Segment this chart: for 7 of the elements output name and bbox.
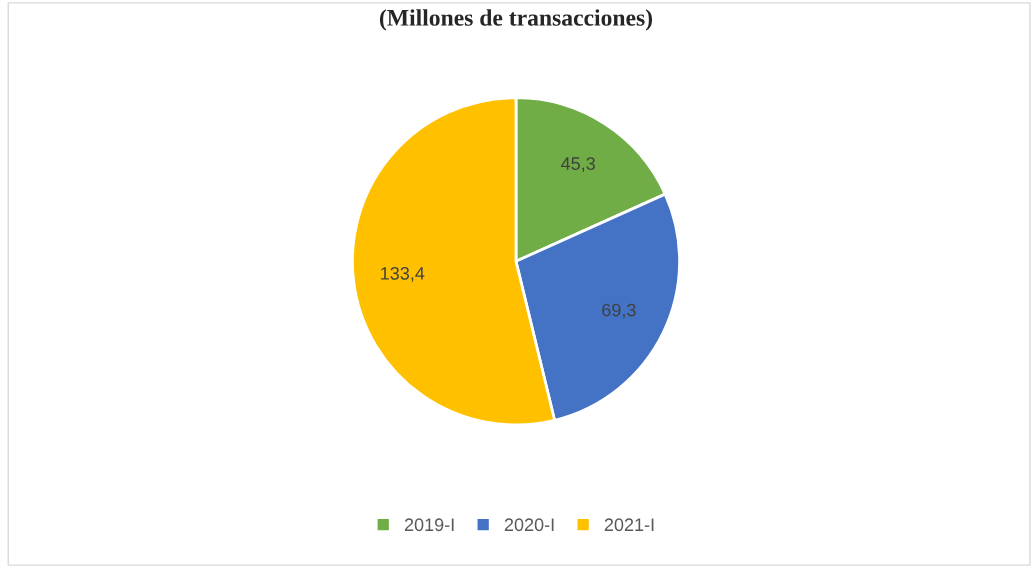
legend-label: 2019-I	[404, 518, 454, 532]
data-label: 69,3	[602, 303, 636, 319]
legend-label: 2021-I	[604, 518, 654, 532]
chart-title: (Millones de transacciones)	[379, 9, 653, 31]
data-label: 45,3	[561, 157, 595, 173]
data-label: 133,4	[381, 266, 425, 282]
legend-label: 2020-I	[504, 518, 554, 532]
